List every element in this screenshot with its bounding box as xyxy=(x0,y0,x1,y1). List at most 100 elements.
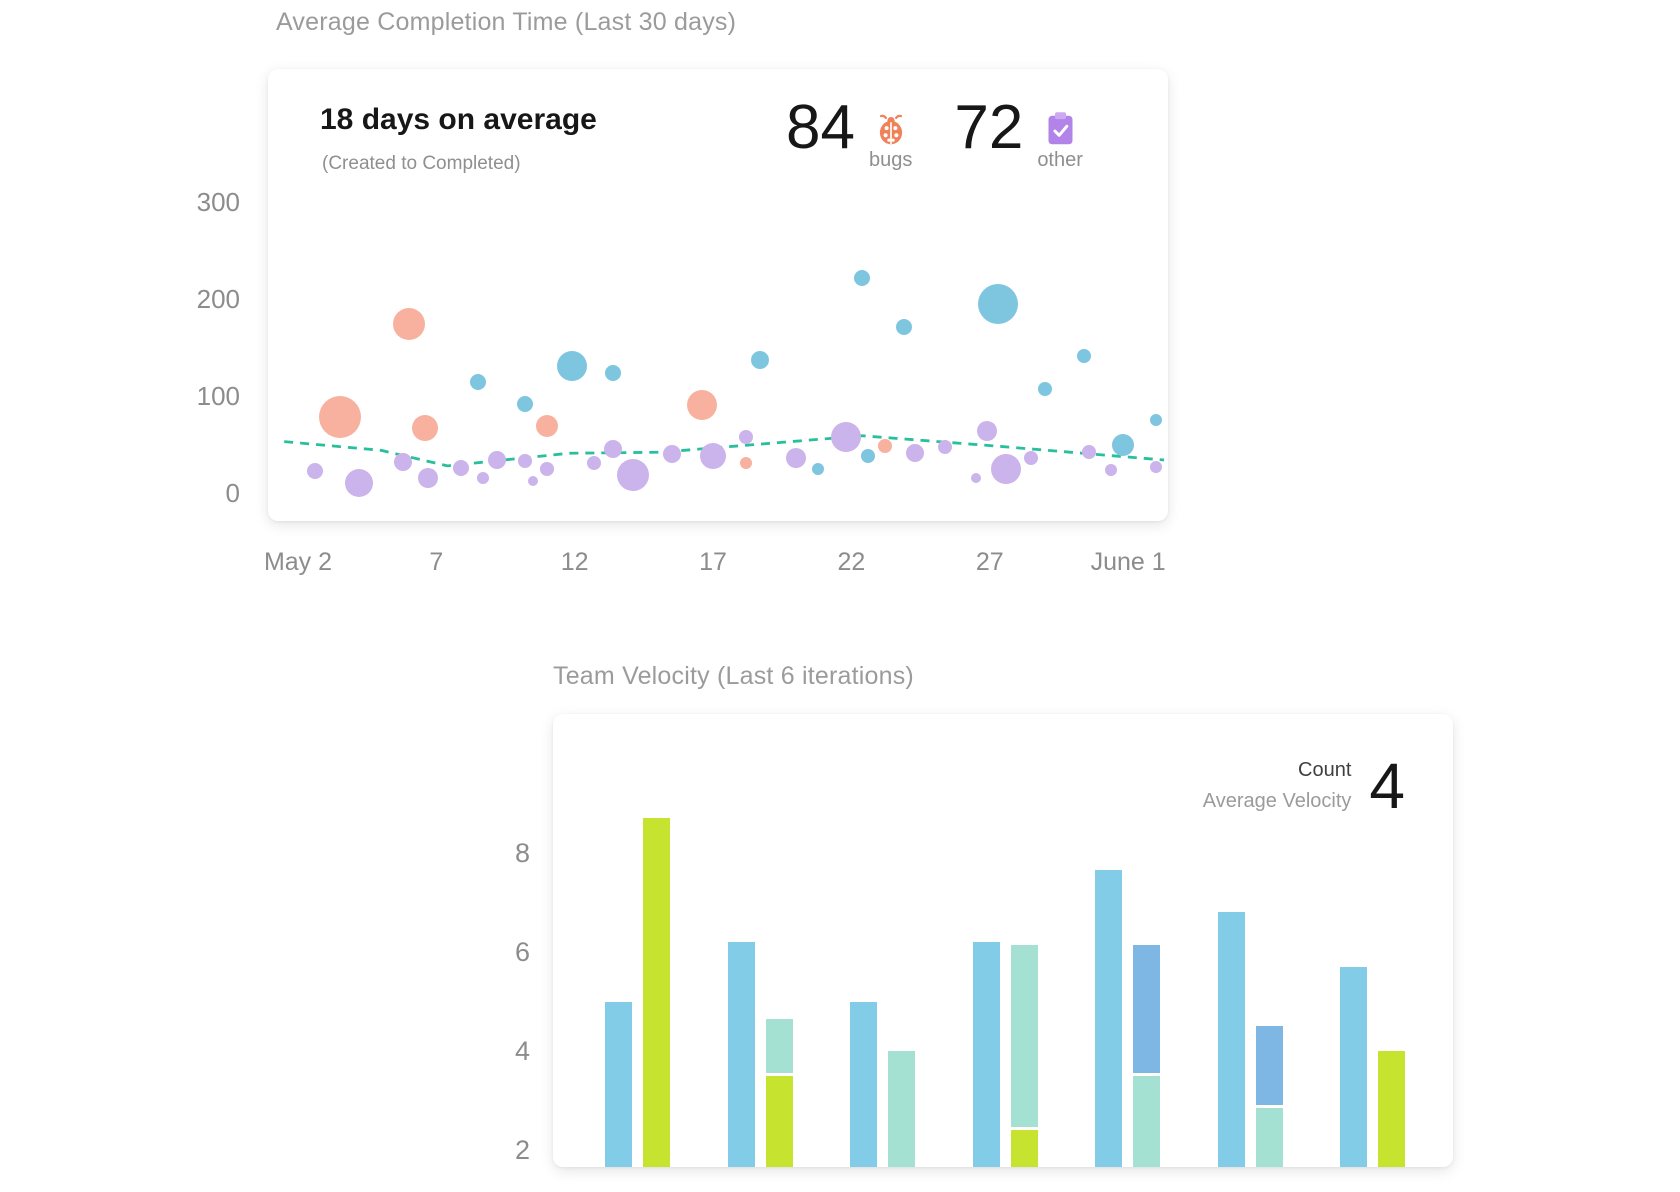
tasks-bubble[interactable] xyxy=(978,283,1019,324)
velocity-bar-segment[interactable] xyxy=(765,1075,793,1167)
velocity-y-tick: 4 xyxy=(514,1036,530,1066)
bugs-bubble[interactable] xyxy=(412,415,439,441)
completion-x-tick: 27 xyxy=(975,548,1004,576)
other-bubble[interactable] xyxy=(700,443,727,470)
tasks-bubble[interactable] xyxy=(605,364,622,381)
average-velocity-value: 4 xyxy=(1369,750,1405,822)
completion-y-tick: 100 xyxy=(196,381,240,411)
velocity-bar-segment[interactable] xyxy=(1010,944,1038,1128)
other-bubble[interactable] xyxy=(418,468,439,489)
count-legend-label: Count xyxy=(1298,759,1352,781)
bugs-bubble[interactable] xyxy=(877,439,892,454)
bugs-bubble[interactable] xyxy=(392,308,425,341)
other-stat: 72 other xyxy=(954,95,1083,172)
completion-x-tick: 22 xyxy=(837,548,866,576)
velocity-y-tick: 2 xyxy=(514,1135,530,1165)
tasks-bubble[interactable] xyxy=(1038,382,1053,397)
other-bubble[interactable] xyxy=(540,461,555,476)
tasks-bubble[interactable] xyxy=(516,395,533,412)
bubble-scatter-plot xyxy=(268,69,1168,521)
velocity-bar-segment[interactable] xyxy=(1010,1130,1038,1167)
other-bubble[interactable] xyxy=(991,453,1022,484)
tasks-bubble[interactable] xyxy=(1149,414,1162,427)
other-bubble[interactable] xyxy=(786,448,807,469)
velocity-bar-segment[interactable] xyxy=(727,942,755,1167)
bugs-count: 84 xyxy=(786,93,855,162)
bugs-label: bugs xyxy=(868,149,913,171)
other-bubble[interactable] xyxy=(344,469,373,498)
velocity-bar-segment[interactable] xyxy=(643,818,670,1167)
bugs-bubble[interactable] xyxy=(686,389,717,420)
velocity-y-tick: 8 xyxy=(514,838,530,868)
other-bubble[interactable] xyxy=(306,462,323,479)
other-bubble[interactable] xyxy=(616,458,649,491)
velocity-bar-segment[interactable] xyxy=(1340,966,1367,1167)
completion-y-tick: 300 xyxy=(196,187,240,217)
bugs-bubble[interactable] xyxy=(740,456,753,469)
completion-x-tick: 7 xyxy=(429,548,444,576)
completion-x-tick: May 2 xyxy=(263,548,333,576)
headline-subtitle: (Created to Completed) xyxy=(322,153,521,174)
velocity-bar-segment[interactable] xyxy=(850,1001,877,1167)
bugs-stat: 84 bugs xyxy=(786,95,912,172)
tasks-bubble[interactable] xyxy=(812,462,825,475)
other-bubble[interactable] xyxy=(662,445,681,464)
velocity-bar-segment[interactable] xyxy=(888,1051,915,1167)
velocity-bar-segment[interactable] xyxy=(1133,1075,1160,1167)
tasks-bubble[interactable] xyxy=(556,350,587,381)
other-bubble[interactable] xyxy=(394,452,413,471)
tasks-bubble[interactable] xyxy=(469,374,486,391)
tasks-bubble[interactable] xyxy=(854,269,871,286)
other-bubble[interactable] xyxy=(739,429,754,444)
bugs-bubble[interactable] xyxy=(318,396,361,439)
other-bubble[interactable] xyxy=(604,440,623,459)
completion-time-card: 18 days on average (Created to Completed… xyxy=(268,69,1168,521)
clipboard-icon xyxy=(1048,112,1073,145)
other-bubble[interactable] xyxy=(830,421,861,452)
velocity-bar-segment[interactable] xyxy=(765,1018,793,1073)
tasks-bubble[interactable] xyxy=(1076,349,1091,364)
velocity-chart-title: Team Velocity (Last 6 iterations) xyxy=(553,662,914,690)
tasks-bubble[interactable] xyxy=(895,319,912,336)
completion-x-tick: June 1 xyxy=(1090,548,1166,576)
completion-y-tick: 0 xyxy=(225,478,240,508)
average-days-headline: 18 days on average xyxy=(320,103,597,136)
other-bubble[interactable] xyxy=(1082,445,1097,460)
velocity-bar-segment[interactable] xyxy=(1255,1107,1283,1167)
other-bubble[interactable] xyxy=(477,472,490,485)
velocity-bar-segment[interactable] xyxy=(605,1001,632,1167)
other-bubble[interactable] xyxy=(906,444,925,463)
velocity-bar-segment[interactable] xyxy=(972,942,1000,1167)
velocity-card: Count Average Velocity 4 xyxy=(553,714,1453,1167)
other-bubble[interactable] xyxy=(488,451,507,470)
other-bubble[interactable] xyxy=(528,476,539,487)
other-bubble[interactable] xyxy=(1105,463,1118,476)
ladybug-icon xyxy=(879,114,902,145)
velocity-y-tick: 6 xyxy=(514,937,530,967)
other-bubble[interactable] xyxy=(453,459,470,476)
completion-chart-title: Average Completion Time (Last 30 days) xyxy=(276,8,737,36)
tasks-bubble[interactable] xyxy=(1111,434,1134,457)
tasks-bubble[interactable] xyxy=(861,449,875,464)
completion-y-tick: 200 xyxy=(196,284,240,314)
other-label: other xyxy=(1037,149,1083,171)
other-bubble[interactable] xyxy=(1149,460,1162,473)
average-velocity-label: Average Velocity xyxy=(1202,790,1352,812)
velocity-bar-segment[interactable] xyxy=(1217,912,1245,1167)
other-bubble[interactable] xyxy=(517,453,532,468)
velocity-bar-segment[interactable] xyxy=(1133,944,1160,1073)
other-bubble[interactable] xyxy=(976,420,997,441)
velocity-bars-plot xyxy=(553,714,1453,1167)
bugs-bubble[interactable] xyxy=(536,415,559,438)
other-bubble[interactable] xyxy=(1024,451,1039,466)
velocity-legend: Count Average Velocity 4 xyxy=(1203,754,1405,818)
other-bubble[interactable] xyxy=(970,473,981,484)
completion-x-tick: 12 xyxy=(560,548,589,576)
velocity-bar-segment[interactable] xyxy=(1255,1026,1283,1105)
other-bubble[interactable] xyxy=(587,455,602,470)
other-bubble[interactable] xyxy=(938,440,953,455)
velocity-bar-segment[interactable] xyxy=(1378,1051,1405,1167)
velocity-bar-segment[interactable] xyxy=(1095,870,1122,1167)
tasks-bubble[interactable] xyxy=(751,351,770,370)
